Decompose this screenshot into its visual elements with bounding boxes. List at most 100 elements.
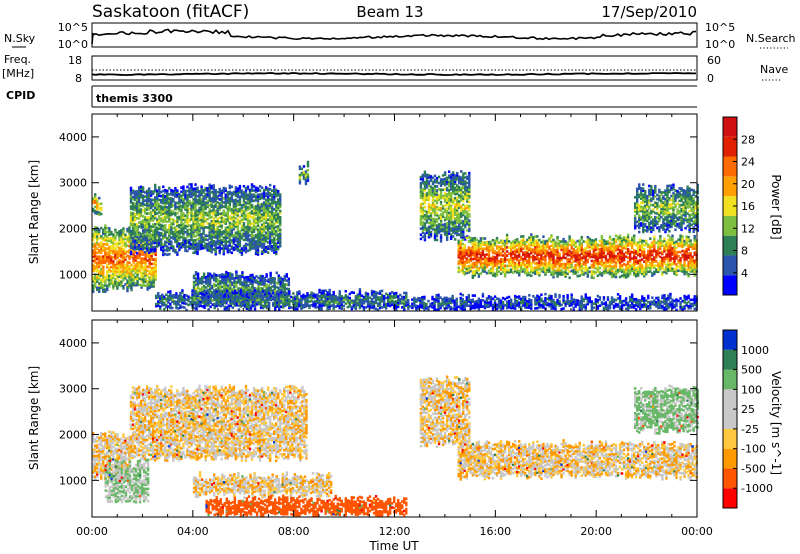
echo-cell: [92, 263, 95, 267]
echo-cell: [192, 280, 196, 284]
echo-cell: [100, 212, 103, 216]
echo-cell: [190, 183, 193, 186]
echo-cell: [257, 288, 260, 292]
echo-cell: [156, 206, 159, 209]
echo-cell: [149, 233, 153, 237]
echo-cell: [275, 194, 278, 198]
echo-cell: [190, 226, 193, 230]
echo-cell: [184, 204, 187, 207]
echo-cell: [112, 282, 115, 286]
echo-cell: [92, 253, 95, 256]
echo-cell: [228, 234, 232, 237]
echo-cell: [210, 242, 213, 246]
echo-cell: [133, 243, 137, 247]
echo-cell: [154, 214, 157, 218]
echo-cell: [112, 237, 115, 241]
echo-cell: [240, 232, 244, 236]
echo-cell: [142, 257, 145, 260]
echo-cell: [196, 248, 199, 252]
echo-cell: [236, 245, 240, 248]
echo-cell: [264, 248, 268, 251]
echo-cell: [140, 249, 143, 252]
echo-cell: [208, 243, 211, 246]
echo-cell: [248, 188, 252, 192]
echo-cell: [208, 191, 211, 195]
echo-cell: [172, 197, 175, 201]
echo-cell: [200, 214, 203, 217]
echo-cell: [126, 289, 129, 293]
echo-cell: [147, 187, 151, 190]
echo-cell: [254, 209, 258, 212]
echo-cell: [254, 205, 258, 208]
echo-cell: [196, 200, 199, 204]
echo-cell: [124, 274, 127, 278]
echo-cell: [160, 238, 163, 241]
echo-cell: [232, 219, 236, 223]
echo-cell: [143, 199, 147, 202]
echo-cell: [240, 212, 244, 215]
echo-cell: [223, 275, 226, 279]
echo-cell: [110, 255, 113, 259]
echo-cell: [238, 209, 242, 213]
echo-cell: [214, 213, 217, 217]
echo-cell: [270, 232, 274, 236]
echo-cell: [252, 195, 256, 199]
echo-cell: [218, 247, 221, 251]
echo-cell: [128, 275, 131, 279]
echo-cell: [160, 198, 163, 202]
echo-cell: [122, 239, 125, 243]
echo-cell: [180, 211, 183, 214]
echo-cell: [168, 201, 171, 204]
echo-cell: [176, 220, 179, 223]
echo-cell: [266, 210, 270, 213]
echo-cell: [129, 186, 133, 190]
echo-cell: [273, 283, 276, 286]
echo-cell: [143, 236, 147, 240]
echo-cell: [120, 284, 123, 288]
echo-cell: [137, 188, 141, 191]
echo-cell: [182, 189, 185, 193]
echo-cell: [202, 209, 205, 213]
echo-cell: [234, 243, 238, 247]
echo-cell: [218, 245, 221, 249]
echo-cell: [144, 261, 147, 265]
echo-cell: [227, 284, 230, 287]
echo-cell: [141, 208, 145, 212]
echo-cell: [267, 289, 271, 293]
echo-cell: [143, 238, 147, 242]
echo-cell: [136, 269, 139, 272]
echo-cell: [129, 236, 133, 239]
echo-cell: [194, 201, 197, 205]
echo-cell: [154, 259, 157, 263]
echo-cell: [174, 234, 177, 238]
echo-cell: [200, 286, 204, 289]
echo-cell: [94, 275, 97, 279]
power-echo-cells: [92, 160, 699, 312]
echo-cell: [174, 232, 177, 235]
echo-cell: [151, 237, 155, 241]
echo-cell: [92, 290, 95, 294]
echo-cell: [178, 217, 181, 221]
echo-cell: [236, 189, 240, 193]
echo-cell: [94, 277, 97, 281]
echo-cell: [229, 284, 232, 288]
echo-cell: [140, 251, 143, 254]
echo-cell: [287, 277, 291, 281]
echo-cell: [275, 188, 278, 192]
echo-cell: [96, 197, 99, 201]
echo-cell: [198, 192, 201, 195]
echo-cell: [245, 288, 248, 291]
echo-cell: [106, 243, 109, 246]
echo-cell: [206, 244, 209, 248]
echo-cell: [225, 277, 228, 280]
echo-cell: [216, 242, 219, 246]
echo-cell: [206, 276, 210, 279]
echo-cell: [220, 189, 223, 193]
echo-cell: [104, 251, 107, 254]
echo-cell: [206, 199, 209, 203]
echo-cell: [253, 280, 256, 284]
echo-cell: [242, 230, 246, 233]
echo-cell: [207, 291, 210, 295]
echo-cell: [124, 235, 127, 239]
echo-cell: [200, 191, 203, 195]
